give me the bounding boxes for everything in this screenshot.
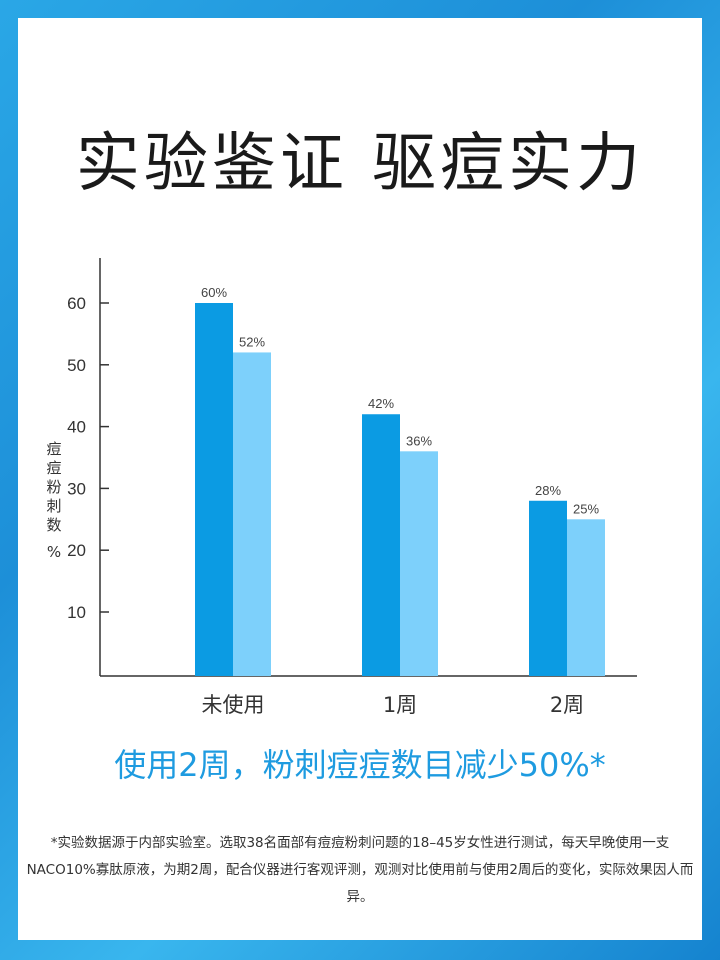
- headline-claim: 使用2周，粉刺痘痘数目减少50%*: [114, 746, 606, 784]
- x-tick-label: 1周: [383, 693, 417, 717]
- y-axis-label-char: 痘: [46, 459, 62, 477]
- x-tick-label: 2周: [550, 693, 584, 717]
- x-tick-label: 未使用: [202, 693, 265, 717]
- data-label: 60%: [201, 285, 227, 300]
- y-tick-label: 30: [67, 479, 86, 498]
- content-card: [18, 18, 702, 940]
- bar: [233, 352, 271, 676]
- y-axis-label-char: 刺: [46, 497, 62, 515]
- y-tick-label: 60: [67, 294, 86, 313]
- y-tick-label: 10: [67, 603, 86, 622]
- y-tick-label: 50: [67, 356, 86, 375]
- bar: [195, 303, 233, 676]
- bar: [567, 519, 605, 676]
- y-tick-label: 20: [67, 541, 86, 560]
- footnote: *实验数据源于内部实验室。选取38名面部有痘痘粉刺问题的18–45岁女性进行测试…: [26, 835, 694, 905]
- bar: [400, 451, 438, 676]
- bar: [529, 500, 567, 676]
- data-label: 42%: [368, 396, 394, 411]
- y-axis-label: 痘痘粉刺数%: [44, 440, 64, 562]
- data-label: 25%: [573, 501, 599, 516]
- data-label: 36%: [406, 433, 432, 448]
- y-axis-label-char: 数: [46, 516, 62, 534]
- y-axis-label-char: 粉: [46, 478, 62, 496]
- bar: [362, 414, 400, 676]
- y-axis-label-char: 痘: [46, 440, 62, 458]
- data-label: 28%: [535, 483, 561, 498]
- y-tick-label: 40: [67, 418, 86, 437]
- page-title: 实验鉴证 驱痘实力: [75, 127, 645, 201]
- y-axis-label-char: %: [46, 543, 62, 561]
- data-label: 52%: [239, 334, 265, 349]
